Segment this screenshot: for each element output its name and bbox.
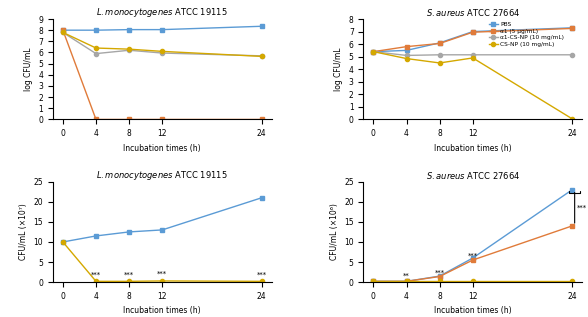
- Text: ***: ***: [467, 253, 478, 259]
- Text: **: **: [403, 273, 410, 279]
- Text: ***: ***: [256, 271, 267, 277]
- Title: $\it{S. aureus}$ ATCC 27664: $\it{S. aureus}$ ATCC 27664: [426, 170, 520, 181]
- Text: ***: ***: [577, 205, 587, 211]
- Y-axis label: CFU/mL (×10⁶): CFU/mL (×10⁶): [329, 204, 339, 260]
- Title: $\it{L. monocytogenes}$ ATCC 19115: $\it{L. monocytogenes}$ ATCC 19115: [96, 169, 228, 182]
- Title: $\it{S. aureus}$ ATCC 27664: $\it{S. aureus}$ ATCC 27664: [426, 7, 520, 18]
- X-axis label: Incubation times (h): Incubation times (h): [434, 307, 512, 315]
- Text: ***: ***: [91, 271, 101, 277]
- Y-axis label: log CFU/mL: log CFU/mL: [24, 48, 33, 91]
- Y-axis label: log CFU/mL: log CFU/mL: [335, 48, 343, 91]
- Text: ***: ***: [124, 271, 134, 277]
- Title: $\it{L. monocytogenes}$ ATCC 19115: $\it{L. monocytogenes}$ ATCC 19115: [96, 6, 228, 19]
- X-axis label: Incubation times (h): Incubation times (h): [123, 307, 201, 315]
- Text: ***: ***: [157, 271, 168, 277]
- Text: ***: ***: [435, 269, 445, 275]
- X-axis label: Incubation times (h): Incubation times (h): [123, 144, 201, 153]
- Y-axis label: CFU/mL (×10⁷): CFU/mL (×10⁷): [19, 204, 28, 260]
- Legend: PBS, α1 (5 μg/mL), α1-CS-NP (10 mg/mL), CS-NP (10 mg/mL): PBS, α1 (5 μg/mL), α1-CS-NP (10 mg/mL), …: [487, 20, 566, 49]
- X-axis label: Incubation times (h): Incubation times (h): [434, 144, 512, 153]
